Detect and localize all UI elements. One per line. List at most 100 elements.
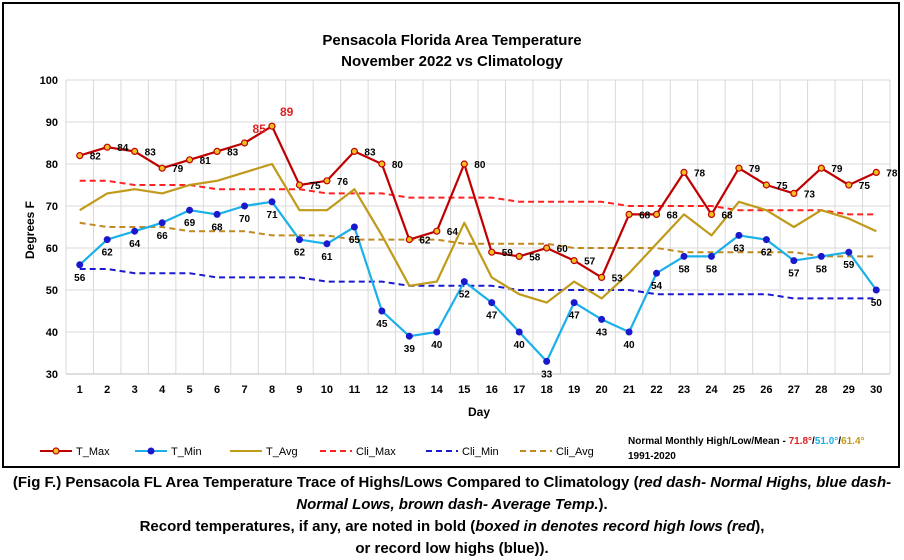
series-line-cli-avg: [79, 221, 877, 258]
x-tick-label: 18: [541, 384, 553, 396]
caption-line2-end: ),: [755, 518, 765, 535]
tmin-data-label: 40: [624, 340, 636, 351]
tmax-data-label: 79: [831, 164, 843, 175]
caption-line1: (Fig F.) Pensacola FL Area Temperature T…: [0, 472, 904, 516]
tmin-data-label: 63: [733, 243, 745, 254]
tmax-data-label: 78: [886, 168, 898, 179]
series-line-t-max: [79, 125, 877, 279]
tmin-data-label: 47: [486, 311, 498, 322]
x-tick-label: 19: [568, 384, 580, 396]
normals-sep1: /: [812, 436, 815, 447]
tmax-data-label: 59: [502, 248, 514, 259]
x-tick-label: 5: [187, 384, 193, 396]
tmax-data-label: 85: [253, 122, 267, 136]
tmax-data-label: 75: [309, 181, 321, 192]
tmax-data-label: 89: [280, 105, 294, 119]
tmax-point: [186, 156, 194, 164]
tmin-data-label: 59: [843, 260, 855, 271]
caption-line3-text: or record low highs (blue)).: [355, 540, 549, 557]
tmin-data-label: 52: [459, 290, 471, 301]
tmin-point: [570, 299, 578, 307]
tmax-data-label: 68: [639, 210, 651, 221]
tmin-data-label: 57: [788, 269, 800, 280]
tmin-point: [186, 206, 194, 214]
tmax-point: [76, 152, 84, 160]
tmin-data-label: 69: [184, 218, 196, 229]
tmax-data-label: 60: [557, 244, 569, 255]
x-tick-label: 15: [458, 384, 470, 396]
tmin-point: [707, 252, 715, 260]
tmax-point: [350, 147, 358, 155]
tmax-point: [213, 147, 221, 155]
tmax-point: [570, 257, 578, 265]
tmax-data-label: 75: [859, 181, 871, 192]
caption-line2: Record temperatures, if any, are noted i…: [0, 516, 904, 538]
tmin-point: [515, 328, 523, 336]
tmax-point: [625, 210, 633, 218]
x-tick-label: 28: [815, 384, 827, 396]
tmax-data-label: 84: [117, 143, 129, 154]
tmax-point: [240, 139, 249, 147]
tmin-data-label: 61: [321, 252, 333, 263]
x-tick-label: 26: [760, 384, 772, 396]
tmin-point: [323, 240, 331, 248]
series-line-cli-max: [79, 179, 877, 216]
tmax-data-label: 83: [364, 147, 376, 158]
y-tick-label: 90: [46, 117, 58, 129]
tmin-data-label: 43: [596, 327, 608, 338]
tmax-point: [597, 273, 606, 281]
tmax-data-label: 79: [749, 164, 761, 175]
x-tick-label: 4: [159, 384, 166, 396]
x-tick-label: 10: [321, 384, 333, 396]
tmin-point: [158, 219, 166, 227]
tmin-data-label: 40: [514, 340, 526, 351]
y-tick-label: 60: [46, 243, 58, 255]
tmin-data-label: 70: [239, 214, 251, 225]
tmin-point: [762, 236, 770, 244]
legend-marker: [147, 447, 155, 455]
figure-caption: (Fig F.) Pensacola FL Area Temperature T…: [0, 472, 904, 560]
data-labels: 82 84 83 79 81 83 85 89 75 76 83 80 62 64 80 59 58 60 57 53…: [74, 105, 898, 380]
legend-label-cli-min: Cli_Min: [462, 446, 499, 458]
x-tick-label: 7: [241, 384, 247, 396]
tmin-point: [131, 227, 139, 235]
tmin-point: [295, 236, 303, 244]
y-axis-title: Degrees F: [23, 201, 37, 259]
tmax-data-label: 62: [419, 236, 431, 247]
tmax-point: [268, 122, 276, 130]
tmin-data-label: 40: [431, 340, 443, 351]
tmax-point: [762, 181, 771, 189]
x-tick-label: 20: [595, 384, 607, 396]
x-tick-label: 2: [104, 384, 110, 396]
tmin-point: [598, 315, 606, 323]
tmin-data-label: 45: [376, 319, 388, 330]
x-tick-label: 1: [77, 384, 83, 396]
legend: T_Max T_Min T_Avg Cli_Max Cli_Min Cli_Avg: [40, 446, 594, 458]
legend-marker: [52, 447, 60, 455]
tmax-data-label: 53: [612, 273, 624, 284]
tmax-data-label: 64: [447, 227, 459, 238]
x-tick-label: 29: [843, 384, 855, 396]
tmin-data-label: 39: [404, 344, 416, 355]
tmin-point: [241, 202, 249, 210]
tmax-data-label: 68: [721, 210, 733, 221]
normal-mean: 61.4°: [841, 436, 864, 447]
tmin-point: [433, 328, 441, 336]
tmin-point: [625, 328, 633, 336]
normals-label: Normal Monthly High/Low/Mean -: [628, 436, 789, 447]
tmin-data-label: 58: [678, 264, 690, 275]
y-tick-label: 40: [46, 327, 58, 339]
tmax-point: [405, 236, 413, 244]
tmax-point: [378, 160, 386, 168]
tmax-point: [158, 164, 166, 172]
caption-line1-text: (Fig F.) Pensacola FL Area Temperature T…: [12, 474, 639, 491]
tmax-point: [433, 227, 441, 235]
x-tick-label: 14: [431, 384, 444, 396]
tmin-point: [378, 307, 386, 315]
tmin-data-label: 68: [212, 222, 224, 233]
series-line-t-min: [78, 200, 878, 363]
x-tick-label: 22: [650, 384, 662, 396]
normals-text: Normal Monthly High/Low/Mean - 71.8°/51.…: [628, 436, 865, 447]
x-tick-label: 24: [705, 384, 718, 396]
tmax-point: [131, 147, 139, 155]
